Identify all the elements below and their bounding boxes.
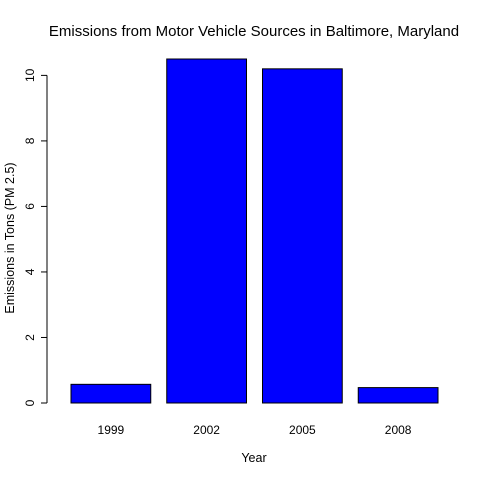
y-axis: 0 2 4 6 8 10 xyxy=(23,68,48,406)
y-tick-label: 0 xyxy=(23,399,37,406)
x-tick-label: 2008 xyxy=(385,423,412,437)
x-tick-label: 1999 xyxy=(98,423,125,437)
bar-2005 xyxy=(261,68,343,404)
y-tick-label: 4 xyxy=(23,268,37,275)
y-tick-label: 6 xyxy=(23,203,37,210)
x-tick-label: 2002 xyxy=(193,423,220,437)
bars-group xyxy=(70,58,439,404)
x-axis-label: Year xyxy=(241,451,266,465)
y-tick-label: 2 xyxy=(23,334,37,341)
chart-title: Emissions from Motor Vehicle Sources in … xyxy=(49,23,459,40)
y-tick-label: 10 xyxy=(23,68,37,82)
x-tick-label: 2005 xyxy=(289,423,316,437)
bar-2002 xyxy=(166,58,248,404)
bar-1999 xyxy=(70,383,152,404)
y-tick-label: 8 xyxy=(23,137,37,144)
bar-2008 xyxy=(357,387,439,404)
x-tick-labels: 1999 2002 2005 2008 xyxy=(98,423,412,437)
y-axis-label: Emissions in Tons (PM 2.5) xyxy=(3,162,17,313)
